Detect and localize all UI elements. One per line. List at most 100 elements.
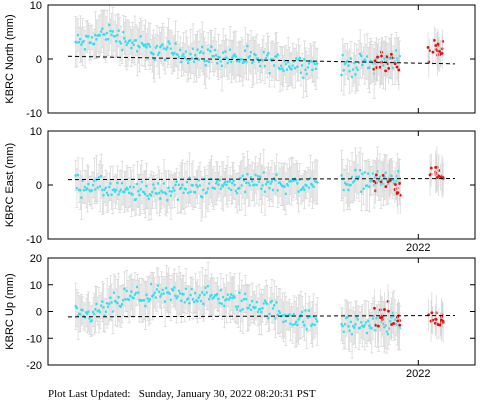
data-point xyxy=(168,292,172,296)
data-point xyxy=(108,185,111,189)
data-point xyxy=(288,313,291,317)
data-point xyxy=(218,178,222,182)
data-point xyxy=(224,50,227,53)
data-point xyxy=(200,45,204,49)
data-point xyxy=(313,323,317,327)
data-point xyxy=(213,48,217,52)
data-point xyxy=(169,47,173,50)
data-point xyxy=(210,45,213,48)
data-point xyxy=(341,53,345,57)
data-point xyxy=(254,306,257,309)
data-point xyxy=(203,293,206,296)
data-point xyxy=(315,180,319,184)
data-point xyxy=(184,188,188,191)
data-point xyxy=(96,186,100,189)
data-point xyxy=(194,191,197,194)
data-point xyxy=(199,299,203,303)
data-point xyxy=(356,318,360,321)
data-point xyxy=(360,190,363,193)
data-point xyxy=(131,41,134,44)
data-point xyxy=(182,292,186,296)
data-point xyxy=(282,320,285,324)
data-point xyxy=(240,57,244,61)
data-point xyxy=(306,316,310,319)
data-point xyxy=(340,174,343,177)
data-point xyxy=(357,175,361,179)
y-tick-label: -10 xyxy=(26,108,42,120)
data-point xyxy=(93,312,96,316)
data-point xyxy=(202,302,205,306)
data-point xyxy=(149,194,153,197)
data-point xyxy=(152,52,155,56)
data-point xyxy=(148,45,152,48)
data-point xyxy=(268,186,271,190)
data-point xyxy=(181,54,184,58)
trend-line xyxy=(67,55,456,65)
data-point xyxy=(271,188,275,192)
footer-label: Plot Last Updated: xyxy=(48,388,131,400)
data-point xyxy=(106,305,110,308)
data-point xyxy=(349,57,353,60)
data-point xyxy=(245,60,248,63)
data-point xyxy=(166,198,169,202)
data-point xyxy=(76,173,80,177)
data-point xyxy=(103,314,107,317)
data-point xyxy=(306,66,310,69)
data-point xyxy=(351,68,355,71)
data-point xyxy=(248,54,252,58)
data-point xyxy=(184,50,188,53)
data-point xyxy=(278,67,282,71)
y-axis-label: KBRC East (mm) xyxy=(4,143,16,227)
data-point xyxy=(182,52,186,56)
data-point xyxy=(125,289,129,293)
data-point xyxy=(140,180,144,184)
data-point xyxy=(283,313,287,317)
data-point xyxy=(259,307,262,311)
data-point xyxy=(163,300,167,303)
data-point xyxy=(365,331,369,335)
data-point xyxy=(154,296,158,299)
data-point xyxy=(155,192,159,196)
data-point xyxy=(363,58,367,61)
data-point xyxy=(225,56,228,59)
data-point xyxy=(240,184,244,187)
data-point xyxy=(290,67,293,71)
data-point xyxy=(123,190,126,194)
data-point xyxy=(176,295,180,298)
data-point xyxy=(218,301,222,305)
data-point xyxy=(168,189,172,193)
data-point xyxy=(174,42,177,45)
data-point xyxy=(392,56,396,60)
data-point xyxy=(219,288,223,292)
data-point xyxy=(180,299,183,303)
data-point xyxy=(91,183,95,187)
data-point xyxy=(113,34,117,38)
recent-point xyxy=(387,309,390,313)
data-point xyxy=(217,183,220,186)
data-point xyxy=(119,188,123,192)
data-point xyxy=(207,297,211,301)
data-point xyxy=(231,181,234,185)
data-point xyxy=(194,291,197,295)
data-point xyxy=(378,175,382,179)
data-point xyxy=(231,296,234,300)
data-point xyxy=(353,179,356,183)
data-point xyxy=(144,192,147,196)
data-point xyxy=(74,174,78,177)
data-point xyxy=(272,304,276,307)
data-point xyxy=(362,187,365,190)
data-point xyxy=(187,61,190,65)
data-point xyxy=(90,319,94,322)
data-point xyxy=(101,300,104,303)
data-point xyxy=(261,306,264,310)
data-point xyxy=(162,182,166,185)
data-point xyxy=(354,73,357,76)
data-point xyxy=(243,49,247,52)
data-point xyxy=(270,299,274,303)
data-point xyxy=(268,71,271,75)
data-point xyxy=(370,326,374,330)
data-point xyxy=(233,183,237,187)
data-point xyxy=(256,174,260,178)
data-point xyxy=(224,180,227,184)
recent-point xyxy=(390,323,394,326)
